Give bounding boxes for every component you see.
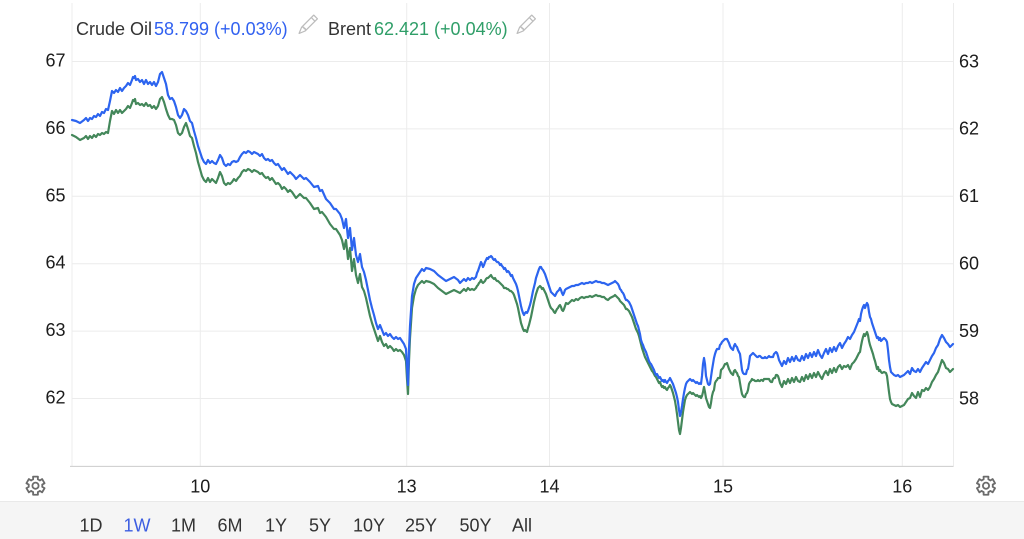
svg-text:62.421 (+0.04%): 62.421 (+0.04%) (374, 19, 508, 39)
svg-text:62: 62 (45, 388, 65, 408)
svg-text:All: All (512, 516, 532, 536)
svg-text:63: 63 (45, 320, 65, 340)
svg-text:1Y: 1Y (265, 516, 287, 536)
svg-text:14: 14 (539, 477, 559, 497)
svg-text:15: 15 (713, 477, 733, 497)
svg-text:1W: 1W (124, 516, 151, 536)
svg-text:62: 62 (959, 119, 979, 139)
svg-text:60: 60 (959, 254, 979, 274)
svg-text:1D: 1D (79, 516, 102, 536)
svg-text:59: 59 (959, 321, 979, 341)
svg-text:65: 65 (45, 185, 65, 205)
svg-text:58.799 (+0.03%): 58.799 (+0.03%) (154, 19, 288, 39)
svg-text:61: 61 (959, 186, 979, 206)
svg-text:16: 16 (892, 477, 912, 497)
svg-text:Brent: Brent (328, 19, 371, 39)
svg-text:25Y: 25Y (405, 516, 437, 536)
svg-text:50Y: 50Y (459, 516, 491, 536)
svg-text:66: 66 (45, 118, 65, 138)
svg-text:5Y: 5Y (309, 516, 331, 536)
svg-text:64: 64 (45, 253, 65, 273)
svg-text:10Y: 10Y (353, 516, 385, 536)
svg-text:1M: 1M (171, 516, 196, 536)
svg-text:63: 63 (959, 51, 979, 71)
svg-text:67: 67 (45, 51, 65, 71)
svg-text:6M: 6M (217, 516, 242, 536)
svg-text:10: 10 (190, 477, 210, 497)
svg-text:13: 13 (397, 477, 417, 497)
svg-text:Crude Oil: Crude Oil (76, 19, 152, 39)
svg-text:58: 58 (959, 388, 979, 408)
